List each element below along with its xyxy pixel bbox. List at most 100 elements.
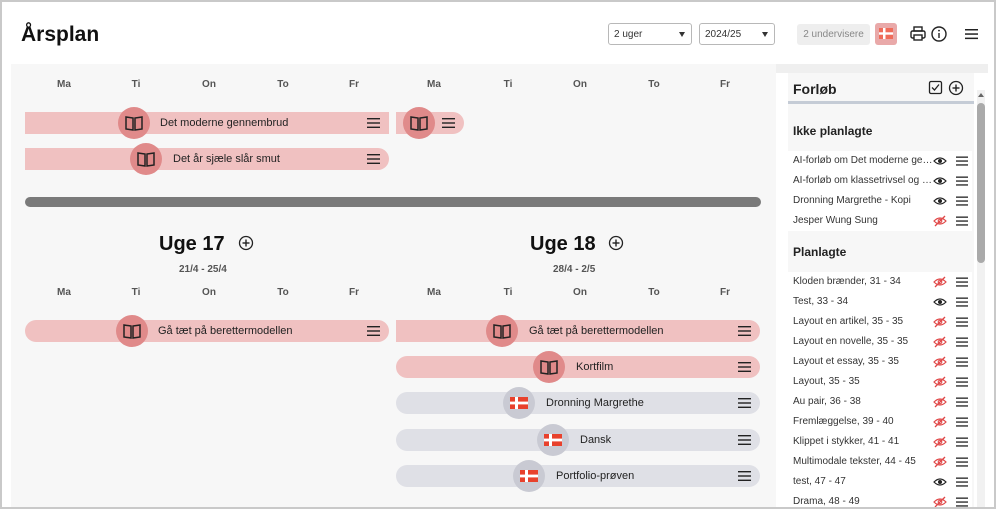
hamburger-icon[interactable] <box>738 325 751 337</box>
sidebar-scrollbar-thumb[interactable] <box>977 103 985 263</box>
hamburger-icon[interactable] <box>956 396 968 408</box>
course-bar[interactable]: Gå tæt på berettermodellen <box>396 315 760 347</box>
course-bar[interactable]: Det år sjæle slår smut <box>25 143 389 175</box>
hamburger-icon[interactable] <box>738 361 751 373</box>
sidebar-scrollbar[interactable] <box>977 90 985 507</box>
sidebar-course-label: Klippet i stykker, 41 - 41 <box>793 436 900 447</box>
hamburger-menu-icon[interactable] <box>962 24 982 44</box>
hamburger-icon[interactable] <box>367 117 380 129</box>
school-year-select[interactable]: 2024/25 <box>699 23 775 45</box>
sidebar-course-item[interactable]: Layout en novelle, 35 - 35 <box>788 332 972 352</box>
hamburger-icon[interactable] <box>956 436 968 448</box>
flag-dk-icon <box>879 28 893 39</box>
hamburger-icon[interactable] <box>956 316 968 328</box>
eye-off-icon[interactable] <box>933 395 947 409</box>
sidebar-course-item[interactable]: Kloden brænder, 31 - 34 <box>788 272 972 292</box>
sidebar-course-item[interactable]: AI-forløb om klassetrivsel og fællesskab <box>788 171 972 191</box>
eye-off-icon[interactable] <box>933 455 947 469</box>
eye-off-icon[interactable] <box>933 415 947 429</box>
eye-off-icon[interactable] <box>933 335 947 349</box>
hamburger-icon[interactable] <box>956 496 968 507</box>
eye-icon[interactable] <box>933 475 947 489</box>
sidebar-course-item[interactable]: Dronning Margrethe - Kopi <box>788 191 972 211</box>
sidebar-course-label: Dronning Margrethe - Kopi <box>793 195 911 206</box>
book-icon-circle <box>486 315 518 347</box>
eye-icon[interactable] <box>933 194 947 208</box>
course-bar-label: Dansk <box>580 434 612 446</box>
eye-off-icon[interactable] <box>933 355 947 369</box>
print-icon[interactable] <box>908 24 928 44</box>
day-label: Ti <box>131 79 141 90</box>
eye-icon[interactable] <box>933 295 947 309</box>
add-circle-icon[interactable] <box>948 80 964 96</box>
book-icon-circle <box>403 107 435 139</box>
sidebar-title-underline <box>788 101 974 104</box>
sidebar-course-label: AI-forløb om Det moderne gennembrud <box>793 155 933 166</box>
eye-icon[interactable] <box>933 174 947 188</box>
book-icon-circle <box>118 107 150 139</box>
sidebar-course-item[interactable]: Klippet i stykker, 41 - 41 <box>788 432 972 452</box>
eye-off-icon[interactable] <box>933 375 947 389</box>
hamburger-icon[interactable] <box>956 296 968 308</box>
scroll-up-icon[interactable] <box>977 91 985 99</box>
flag-dk-icon <box>544 434 562 446</box>
hamburger-icon[interactable] <box>956 416 968 428</box>
day-label: Fr <box>720 287 730 298</box>
sidebar-course-item[interactable]: Layout en artikel, 35 - 35 <box>788 312 972 332</box>
eye-off-icon[interactable] <box>933 214 947 228</box>
sidebar-course-item[interactable]: Drama, 48 - 49 <box>788 492 972 507</box>
eye-off-icon[interactable] <box>933 495 947 507</box>
sidebar-course-label: Layout et essay, 35 - 35 <box>793 356 899 367</box>
sidebar-course-item[interactable]: AI-forløb om Det moderne gennembrud <box>788 151 972 171</box>
period-select[interactable]: 2 uger <box>608 23 692 45</box>
course-bar[interactable] <box>396 107 464 139</box>
hamburger-icon[interactable] <box>956 356 968 368</box>
hamburger-icon[interactable] <box>956 215 968 227</box>
eye-off-icon[interactable] <box>933 435 947 449</box>
book-icon-circle <box>533 351 565 383</box>
sidebar-course-item[interactable]: Au pair, 36 - 38 <box>788 392 972 412</box>
hamburger-icon[interactable] <box>738 470 751 482</box>
hamburger-icon[interactable] <box>956 376 968 388</box>
sidebar-course-item[interactable]: Test, 33 - 34 <box>788 292 972 312</box>
book-icon-circle <box>116 315 148 347</box>
day-label: To <box>648 287 660 298</box>
book-icon <box>125 116 143 131</box>
course-bar[interactable]: Portfolio-prøven <box>396 460 760 492</box>
hamburger-icon[interactable] <box>956 175 968 187</box>
horizontal-scrollbar[interactable] <box>25 197 761 207</box>
course-bar[interactable]: Dronning Margrethe <box>396 387 760 419</box>
hamburger-icon[interactable] <box>956 276 968 288</box>
checkbox-icon[interactable] <box>928 80 943 95</box>
language-flag-button[interactable] <box>875 23 897 45</box>
hamburger-icon[interactable] <box>738 434 751 446</box>
hamburger-icon[interactable] <box>956 336 968 348</box>
add-circle-icon[interactable] <box>608 235 624 251</box>
hamburger-icon[interactable] <box>956 476 968 488</box>
course-bar[interactable]: Kortfilm <box>396 351 760 383</box>
sidebar-course-item[interactable]: Layout et essay, 35 - 35 <box>788 352 972 372</box>
sidebar-course-item[interactable]: test, 47 - 47 <box>788 472 972 492</box>
hamburger-icon[interactable] <box>956 195 968 207</box>
hamburger-icon[interactable] <box>956 155 968 167</box>
sidebar-course-item[interactable]: Jesper Wung Sung <box>788 211 972 231</box>
eye-off-icon[interactable] <box>933 275 947 289</box>
eye-icon[interactable] <box>933 154 947 168</box>
course-bar[interactable]: Gå tæt på berettermodellen <box>25 315 389 347</box>
hamburger-icon[interactable] <box>738 397 751 409</box>
sidebar-course-item[interactable]: Multimodale tekster, 44 - 45 <box>788 452 972 472</box>
info-icon[interactable] <box>929 24 949 44</box>
hamburger-icon[interactable] <box>956 456 968 468</box>
course-bar[interactable]: Dansk <box>396 424 760 456</box>
sidebar-course-label: Layout en novelle, 35 - 35 <box>793 336 909 347</box>
hamburger-icon[interactable] <box>367 153 380 165</box>
add-circle-icon[interactable] <box>238 235 254 251</box>
eye-off-icon[interactable] <box>933 315 947 329</box>
day-label: Fr <box>349 79 359 90</box>
teachers-button[interactable]: 2 undervisere <box>797 24 870 45</box>
sidebar-course-item[interactable]: Fremlæggelse, 39 - 40 <box>788 412 972 432</box>
hamburger-icon[interactable] <box>442 117 455 129</box>
sidebar-course-item[interactable]: Layout, 35 - 35 <box>788 372 972 392</box>
course-bar[interactable]: Det moderne gennembrud <box>25 107 389 139</box>
hamburger-icon[interactable] <box>367 325 380 337</box>
